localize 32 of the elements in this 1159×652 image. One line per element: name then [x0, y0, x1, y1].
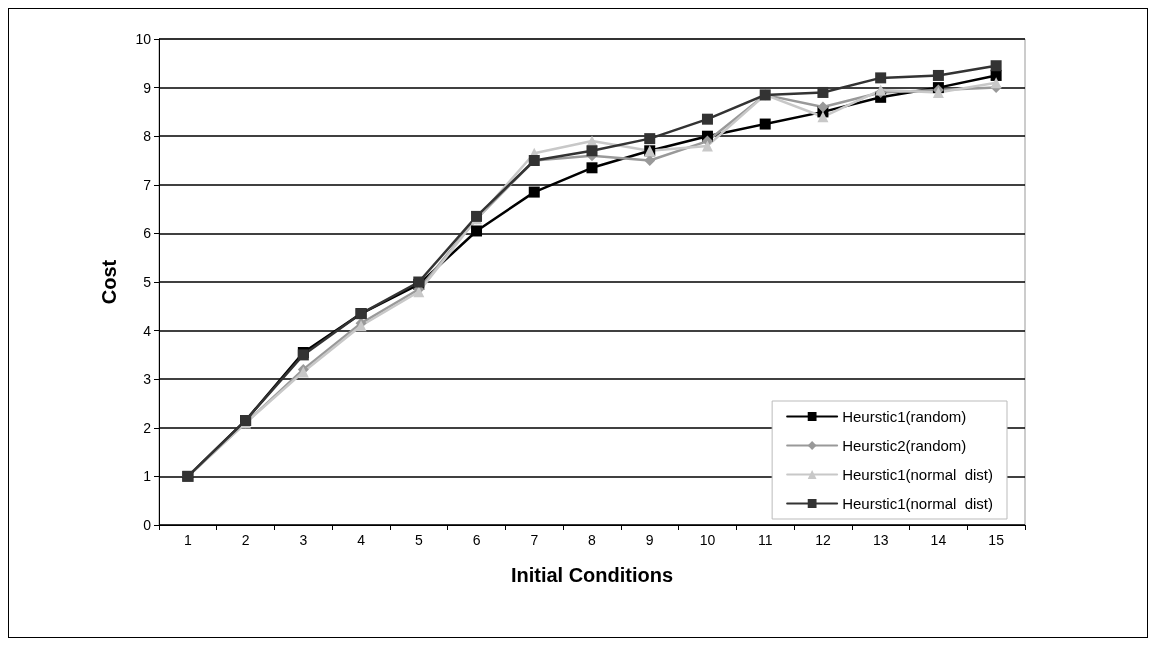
x-tick-label: 15: [988, 532, 1005, 548]
y-tick-label: 8: [143, 128, 152, 145]
legend-label: Heurstic1(normal dist): [842, 466, 993, 483]
y-tick-label: 10: [135, 31, 152, 47]
y-tick-label: 4: [143, 322, 152, 339]
y-tick-label: 1: [143, 468, 152, 485]
x-tick-label: 8: [588, 532, 597, 548]
y-tick-label: 6: [143, 225, 152, 242]
y-tick-label: 0: [143, 517, 152, 533]
y-tick-label: 2: [143, 419, 152, 436]
legend-label: Heurstic1(normal dist): [842, 495, 993, 512]
x-tick-label: 9: [645, 532, 654, 548]
x-tick-label: 6: [472, 532, 481, 548]
x-tick-label: 1: [183, 532, 192, 548]
x-tick-label: 13: [872, 532, 889, 548]
y-tick-label: 9: [143, 79, 152, 96]
x-tick-label: 11: [757, 532, 773, 548]
y-tick-label: 5: [143, 274, 152, 290]
y-axis-title: Cost: [98, 259, 120, 305]
x-tick-label: 4: [357, 532, 366, 548]
y-tick-label: 3: [143, 371, 152, 388]
x-tick-label: 12: [815, 532, 831, 548]
legend-label: Heurstic2(random): [842, 437, 967, 454]
x-tick-label: 2: [241, 532, 250, 548]
x-tick-label: 5: [414, 532, 423, 548]
x-tick-label: 3: [299, 532, 308, 548]
y-tick-label: 7: [143, 176, 152, 193]
legend-label: Heurstic1(random): [842, 408, 967, 425]
x-tick-label: 10: [699, 532, 716, 548]
x-axis-title: Initial Conditions: [510, 564, 674, 586]
x-tick-label: 14: [930, 532, 947, 548]
x-tick-label: 7: [530, 532, 539, 548]
